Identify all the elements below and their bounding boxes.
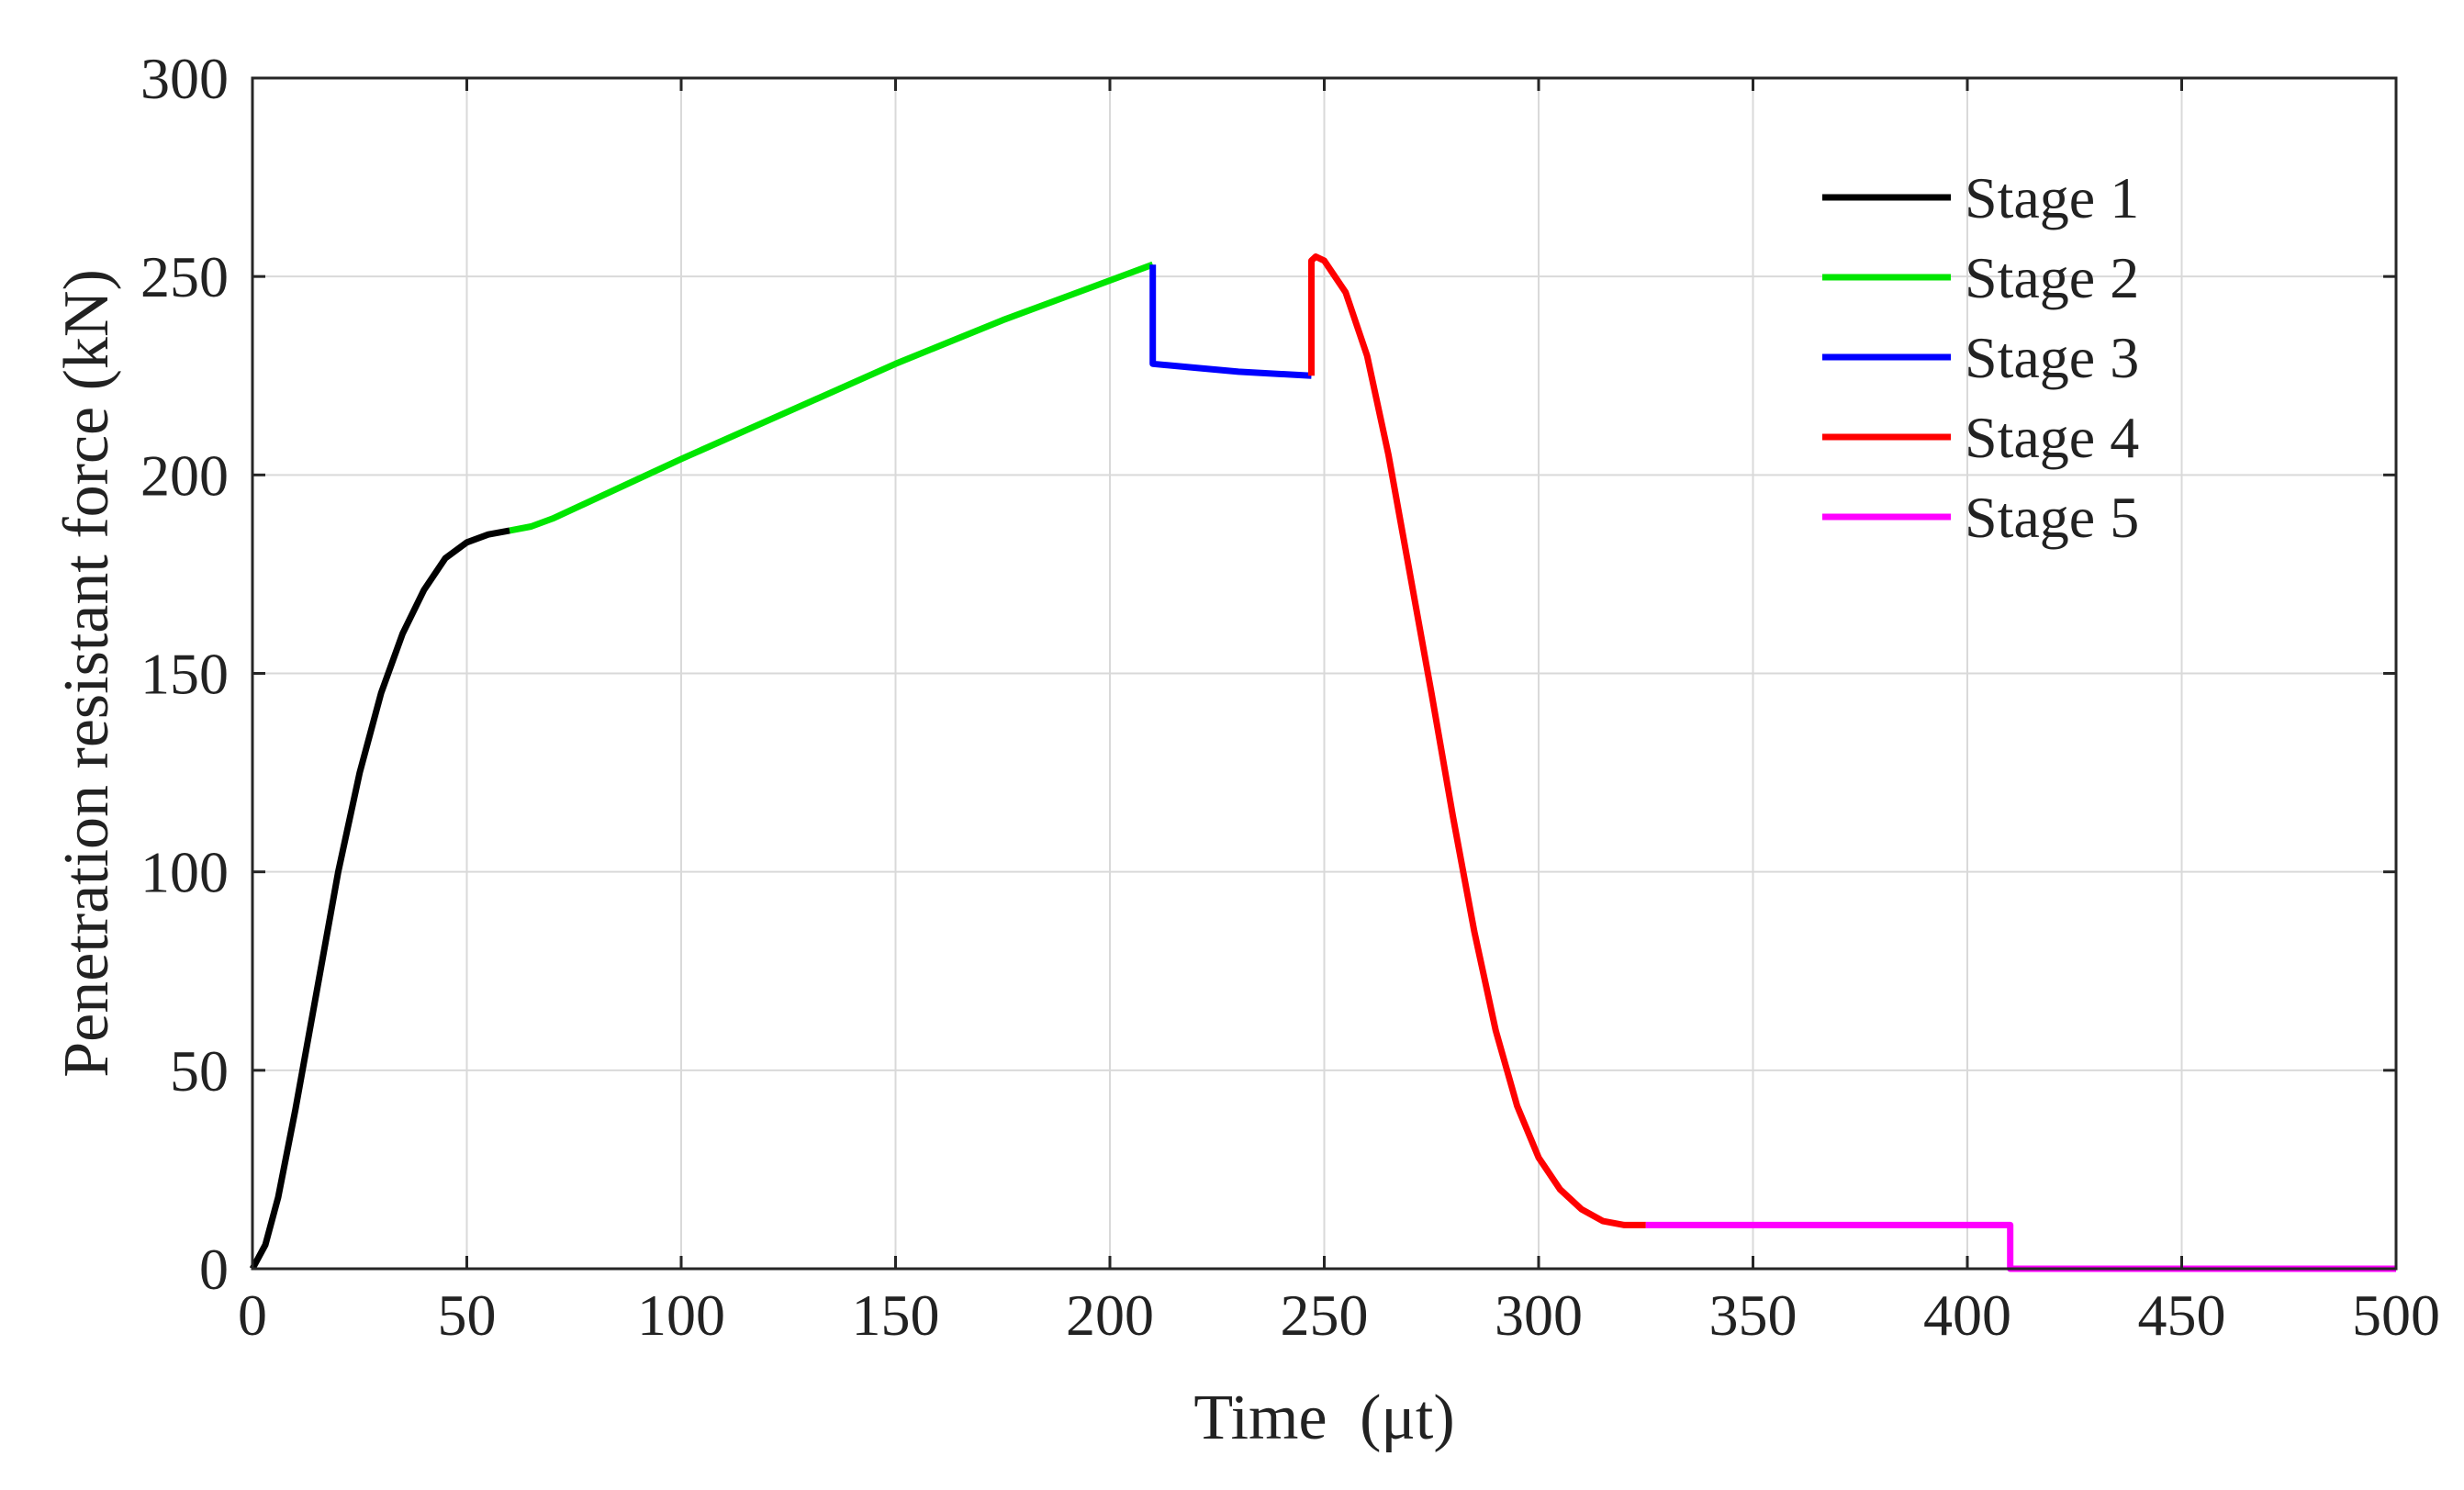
x-tick-label: 0 [238,1283,267,1348]
x-axis-ticks: 0 50 100 150 200 250 300 350 400 450 500 [238,78,2440,1348]
x-tick-label: 350 [1709,1283,1798,1348]
x-axis-title-text: Time [1193,1383,1327,1453]
series-line-stage-3 [1149,264,1312,379]
legend-label: Stage 4 [1965,405,2139,470]
series-line-stage-5 [1645,1221,2396,1272]
x-tick-label: 450 [2138,1283,2226,1348]
series-line-stage-1 [249,527,510,1271]
y-tick-label: 0 [199,1237,229,1302]
legend-item: Stage 3 [1822,325,2139,390]
y-tick-label: 300 [140,46,229,111]
series-line-stage-4 [1308,253,1646,1228]
series-line-stage-2 [509,261,1154,534]
legend-label: Stage 1 [1965,165,2139,230]
x-tick-label: 150 [852,1283,940,1348]
legend-label: Stage 3 [1965,325,2139,390]
y-tick-label: 250 [140,244,229,309]
x-tick-label: 50 [438,1283,497,1348]
legend-label: Stage 5 [1965,485,2139,550]
x-tick-label: 200 [1066,1283,1154,1348]
y-tick-label: 100 [140,840,229,905]
x-tick-label: 500 [2352,1283,2440,1348]
x-tick-label: 300 [1495,1283,1583,1348]
x-axis-title: Time (μt) [1193,1383,1454,1453]
x-tick-label: 100 [637,1283,725,1348]
x-tick-label: 400 [1923,1283,2011,1348]
legend: Stage 1 Stage 2 Stage 3 Stage 4 Stage 5 [1822,165,2139,550]
y-axis-ticks: 0 50 100 150 200 250 300 [140,46,2396,1302]
y-tick-label: 50 [170,1038,229,1103]
x-tick-label: 250 [1281,1283,1369,1348]
x-axis-title-unit: (μt) [1360,1383,1455,1453]
legend-item: Stage 1 [1822,165,2139,230]
legend-label: Stage 2 [1965,245,2139,310]
legend-item: Stage 2 [1822,245,2139,310]
y-tick-label: 150 [140,642,229,707]
y-axis-title: Penetration resistant force (kN) [51,269,122,1078]
legend-item: Stage 5 [1822,485,2139,550]
legend-item: Stage 4 [1822,405,2139,470]
y-tick-label: 200 [140,443,229,508]
